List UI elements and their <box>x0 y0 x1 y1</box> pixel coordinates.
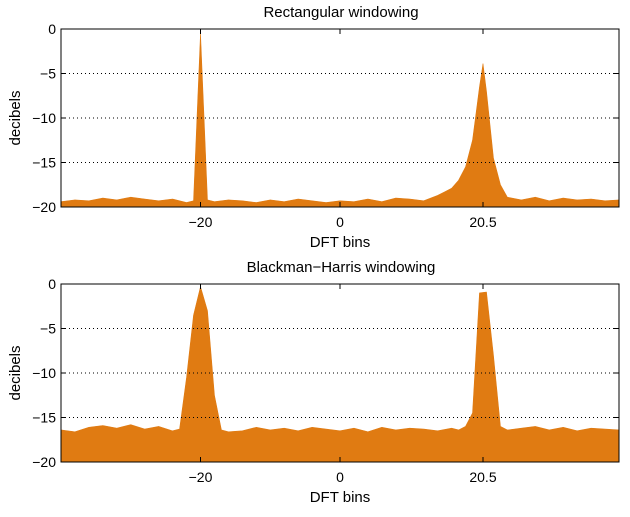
y-tick-label: −20 <box>32 199 56 215</box>
x-tick-label: 20.5 <box>469 214 496 230</box>
x-tick-label: −20 <box>189 469 213 485</box>
chart-title: Blackman−Harris windowing <box>247 259 436 276</box>
x-tick-label: 0 <box>336 214 344 230</box>
x-axis-label: DFT bins <box>310 234 371 251</box>
chart-title: Rectangular windowing <box>263 4 418 21</box>
y-tick-label: −10 <box>32 110 56 126</box>
x-tick-label: 0 <box>336 469 344 485</box>
x-tick-label: 20.5 <box>469 469 496 485</box>
y-tick-label: −20 <box>32 454 56 470</box>
y-axis-label: decibels <box>7 345 24 400</box>
y-tick-label: 0 <box>48 276 56 292</box>
plot-area <box>61 29 619 207</box>
spectrum-area <box>60 33 620 208</box>
spectrum-area <box>60 286 620 463</box>
x-tick-label: −20 <box>189 214 213 230</box>
y-axis-label: decibels <box>7 90 24 145</box>
y-tick-label: −15 <box>32 155 56 171</box>
y-tick-label: 0 <box>48 21 56 37</box>
x-axis-label: DFT bins <box>310 489 371 506</box>
y-tick-label: −10 <box>32 365 56 381</box>
panel-rectangular: Rectangular windowing 0 −5 −10 −15 −20 −… <box>7 4 620 251</box>
y-tick-label: −5 <box>40 66 56 82</box>
y-tick-label: −15 <box>32 410 56 426</box>
panel-blackman-harris: Blackman−Harris windowing 0 −5 −10 −15 −… <box>7 259 620 506</box>
y-tick-label: −5 <box>40 321 56 337</box>
